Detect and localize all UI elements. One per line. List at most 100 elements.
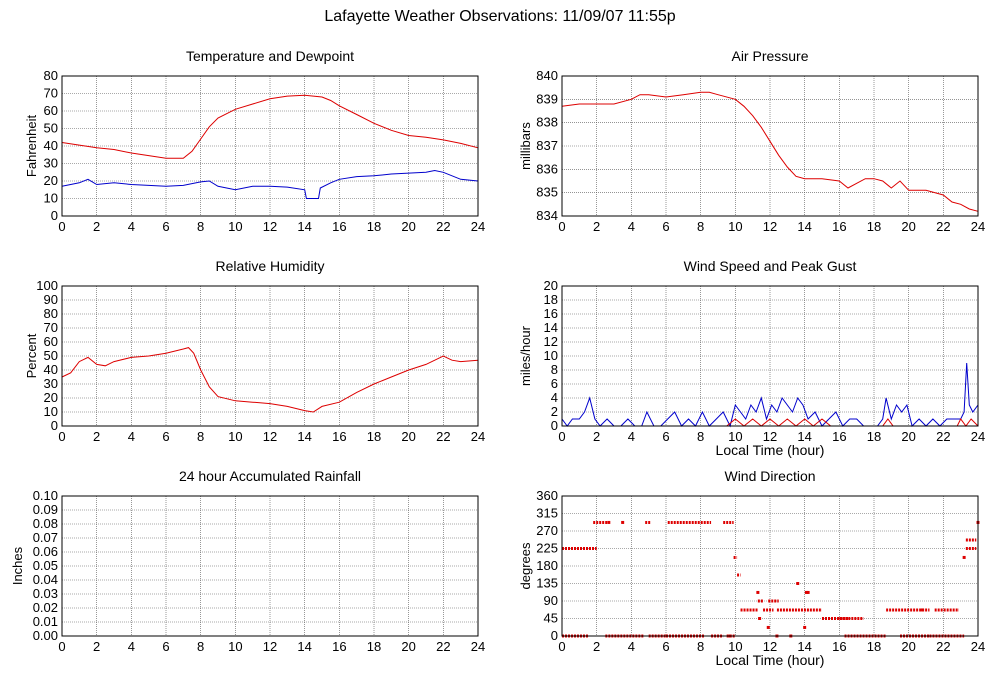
x-tick-label: 8 xyxy=(697,219,704,234)
direction-point-7 xyxy=(803,625,807,629)
y-tick-label: 0.02 xyxy=(33,600,58,615)
wind-direction-chart: Wind Direction 0 2 4 6 8 10 12 14 16 18 20 22 24 0 45 90… xyxy=(500,460,1000,670)
y-tick-label: 834 xyxy=(536,208,558,223)
x-tick-label: 0 xyxy=(558,219,565,234)
x-tick-label: 20 xyxy=(401,219,415,234)
y-tick-label: 838 xyxy=(536,115,558,130)
direction-point-11 xyxy=(962,555,966,559)
y-tick-label: 80 xyxy=(44,68,58,83)
y-tick-label: 360 xyxy=(536,488,558,503)
direction-point-8 xyxy=(804,590,808,594)
x-tick-label: 10 xyxy=(728,639,742,654)
x-tick-label: 2 xyxy=(593,429,600,444)
y-tick-label: 2 xyxy=(551,404,558,419)
direction-point-10 xyxy=(921,608,925,612)
x-tick-label: 20 xyxy=(401,429,415,444)
x-tick-label: 4 xyxy=(128,429,135,444)
x-tick-label: 4 xyxy=(628,429,635,444)
x-tick-label: 0 xyxy=(558,429,565,444)
plot-frame xyxy=(561,285,979,427)
x-tick-label: 14 xyxy=(797,219,811,234)
plot-frame xyxy=(61,75,479,217)
y-tick-label: 10 xyxy=(544,348,558,363)
y-tick-label: 4 xyxy=(551,390,558,405)
page-title: Lafayette Weather Observations: 11/09/07… xyxy=(324,8,676,25)
direction-point-4 xyxy=(766,625,770,629)
x-tick-label: 24 xyxy=(971,219,985,234)
x-tick-label: 16 xyxy=(332,429,346,444)
x-tick-label: 24 xyxy=(971,429,985,444)
y-tick-label: 12 xyxy=(544,334,558,349)
x-tick-label: 16 xyxy=(832,639,846,654)
x-tick-label: 14 xyxy=(297,639,311,654)
x-tick-label: 24 xyxy=(471,639,485,654)
x-tick-label: 22 xyxy=(436,639,450,654)
y-tick-label: 837 xyxy=(536,138,558,153)
y-axis-label: Fahrenheit xyxy=(24,115,39,178)
y-tick-label: 6 xyxy=(551,376,558,391)
y-tick-label: 315 xyxy=(536,506,558,521)
y-tick-label: 0.08 xyxy=(33,516,58,531)
x-tick-label: 20 xyxy=(901,219,915,234)
y-tick-label: 10 xyxy=(44,191,58,206)
x-tick-label: 0 xyxy=(58,429,65,444)
y-tick-label: 840 xyxy=(536,68,558,83)
x-tick-label: 2 xyxy=(93,639,100,654)
x-tick-label: 18 xyxy=(867,639,881,654)
x-tick-label: 12 xyxy=(763,219,777,234)
x-tick-label: 12 xyxy=(763,429,777,444)
y-tick-label: 90 xyxy=(44,292,58,307)
x-tick-label: 14 xyxy=(297,219,311,234)
x-tick-label: 22 xyxy=(436,219,450,234)
y-tick-label: 90 xyxy=(544,593,558,608)
y-tick-label: 225 xyxy=(536,541,558,556)
y-tick-label: 14 xyxy=(544,320,558,335)
x-tick-label: 16 xyxy=(832,429,846,444)
series-line-0 xyxy=(61,347,479,413)
y-tick-label: 20 xyxy=(544,278,558,293)
pressure-chart: Air Pressure 0 2 4 6 8 10 12 14 16 18 20 22 24 834 835 8… xyxy=(500,40,1000,250)
x-tick-label: 12 xyxy=(263,219,277,234)
x-tick-label: 4 xyxy=(128,219,135,234)
y-tick-label: 270 xyxy=(536,523,558,538)
x-tick-label: 0 xyxy=(58,219,65,234)
x-tick-label: 4 xyxy=(128,639,135,654)
x-tick-label: 24 xyxy=(471,219,485,234)
y-tick-label: 60 xyxy=(44,334,58,349)
y-tick-label: 20 xyxy=(44,390,58,405)
x-tick-label: 8 xyxy=(697,639,704,654)
x-tick-label: 22 xyxy=(936,429,950,444)
chart-title: Wind Direction xyxy=(724,468,815,484)
direction-point-0 xyxy=(607,520,611,524)
y-tick-label: 40 xyxy=(44,362,58,377)
plot-frame xyxy=(61,495,479,637)
y-tick-label: 10 xyxy=(44,404,58,419)
direction-point-6 xyxy=(796,582,800,585)
y-tick-label: 836 xyxy=(536,161,558,176)
x-tick-label: 16 xyxy=(832,219,846,234)
y-tick-label: 0.00 xyxy=(33,628,58,643)
x-tick-label: 12 xyxy=(763,639,777,654)
chart-title: 24 hour Accumulated Rainfall xyxy=(179,468,361,484)
x-tick-label: 2 xyxy=(93,219,100,234)
x-tick-label: 8 xyxy=(197,219,204,234)
y-tick-label: 0.10 xyxy=(33,488,58,503)
x-tick-label: 16 xyxy=(332,219,346,234)
y-tick-label: 180 xyxy=(536,558,558,573)
y-tick-label: 70 xyxy=(44,320,58,335)
direction-point-2 xyxy=(756,590,760,594)
plot-frame xyxy=(561,75,979,217)
y-tick-label: 40 xyxy=(44,138,58,153)
x-tick-label: 0 xyxy=(558,639,565,654)
x-tick-label: 18 xyxy=(867,429,881,444)
y-tick-label: 0.01 xyxy=(33,614,58,629)
humidity-chart: Relative Humidity 0 2 4 6 8 10 12 14 16 18 20 22 24 0 1… xyxy=(0,250,500,460)
x-tick-label: 20 xyxy=(401,639,415,654)
y-tick-label: 50 xyxy=(44,348,58,363)
chart-title: Temperature and Dewpoint xyxy=(186,48,354,64)
y-tick-label: 100 xyxy=(36,278,58,293)
x-axis-label: Local Time (hour) xyxy=(716,442,825,458)
rainfall-chart: 24 hour Accumulated Rainfall 0 2 4 6 8 10 12 14 1… xyxy=(0,460,500,670)
x-tick-label: 8 xyxy=(197,429,204,444)
